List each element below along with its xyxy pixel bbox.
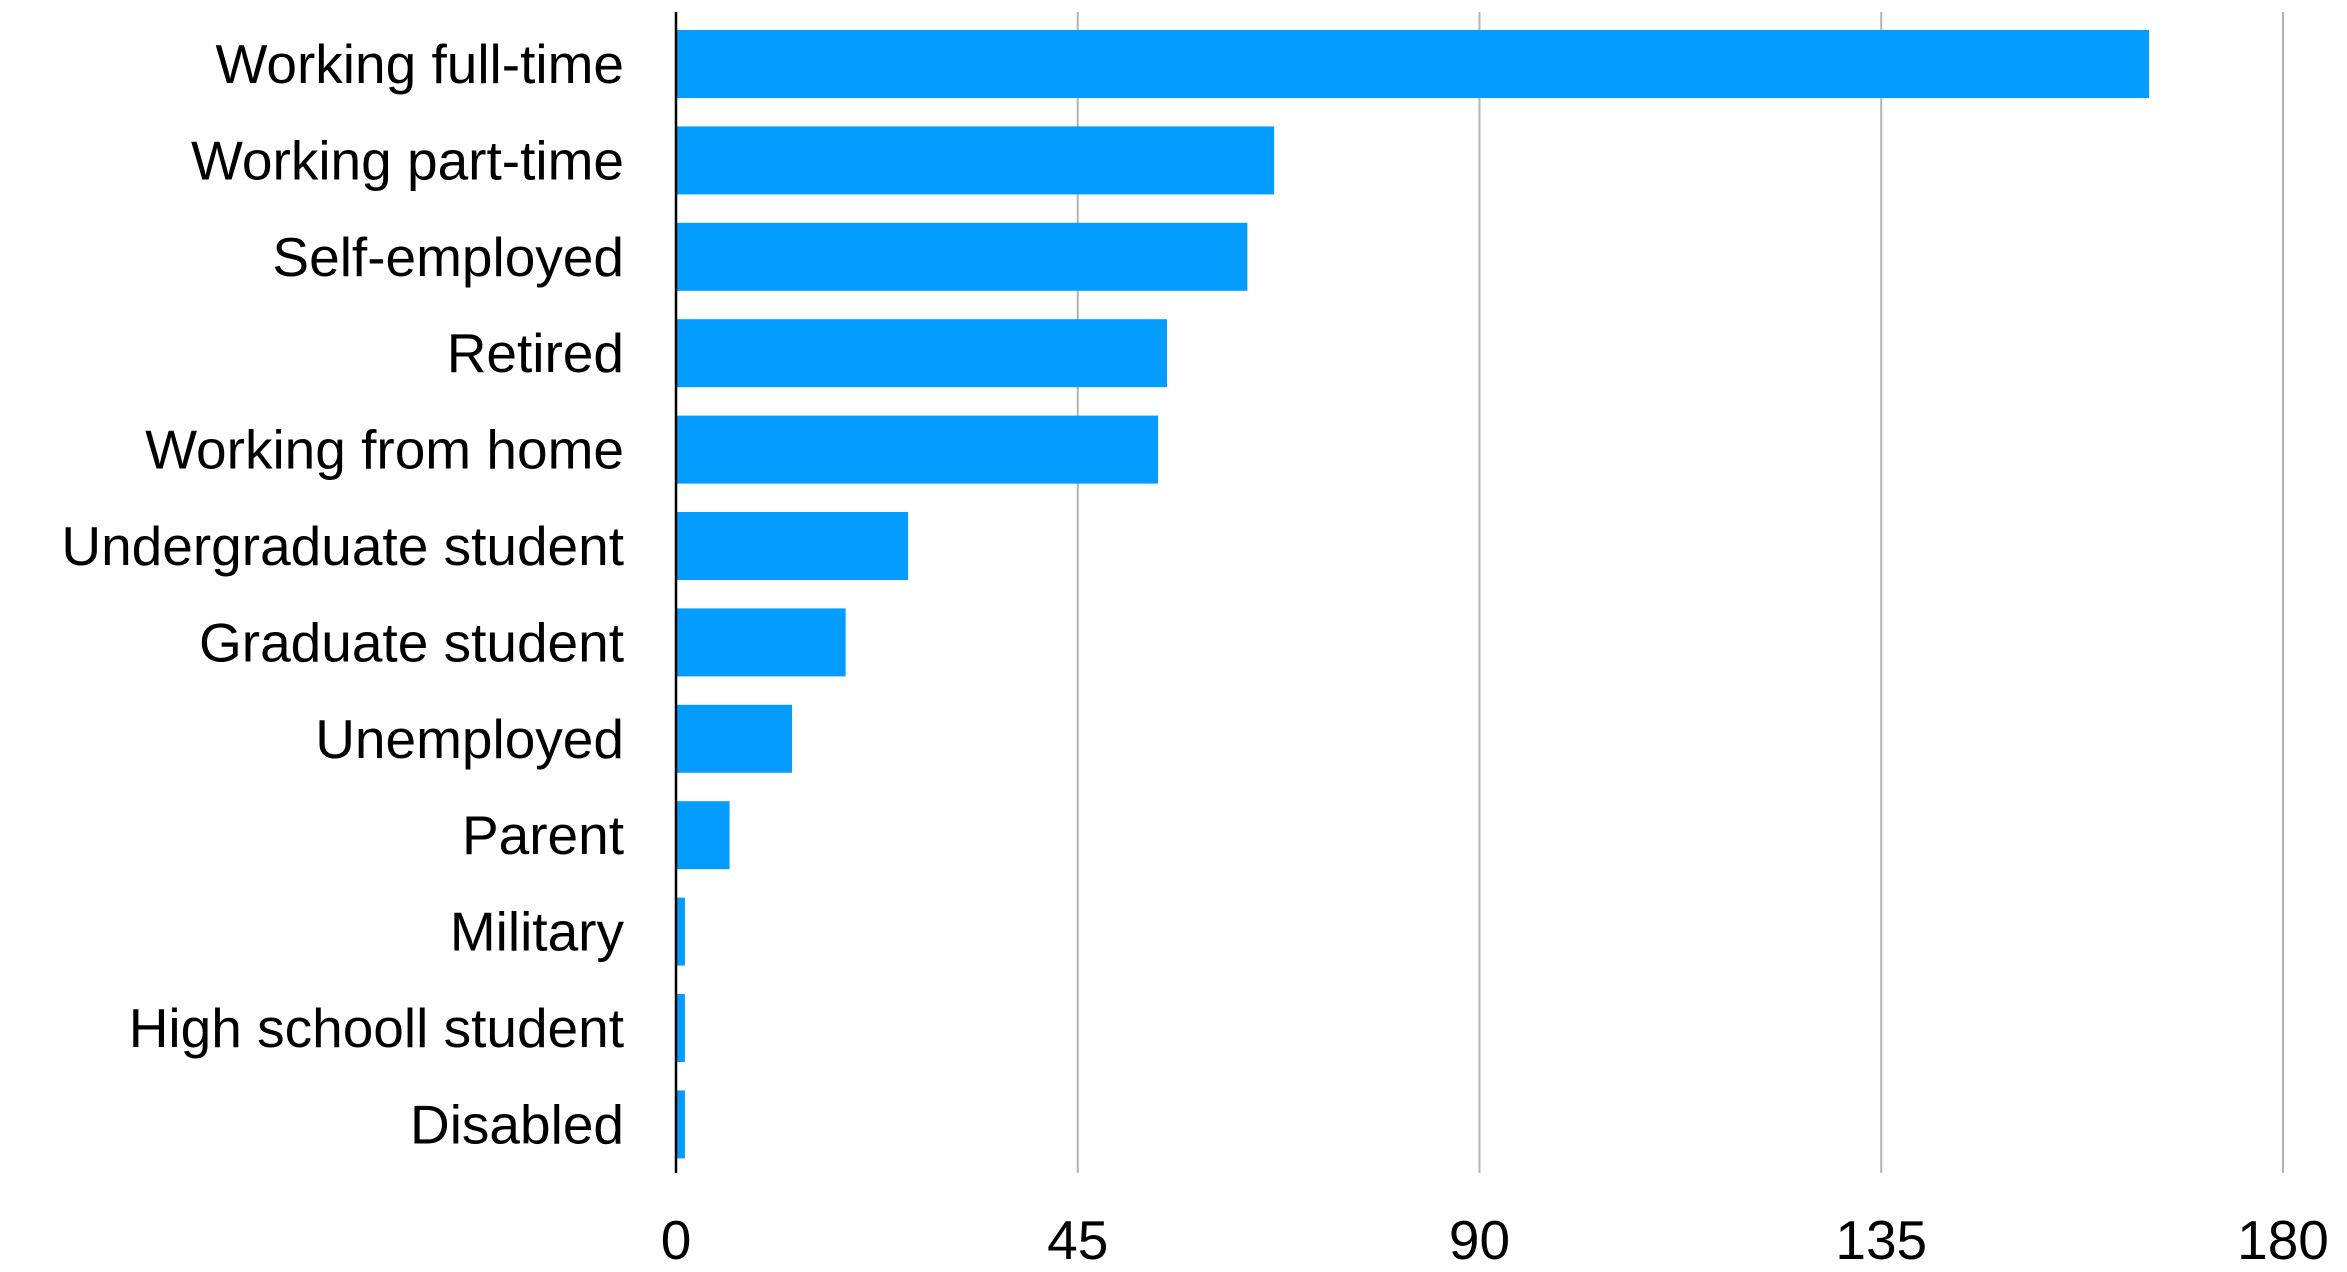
bar-military xyxy=(676,897,685,966)
bar-undergraduate-student xyxy=(676,512,909,580)
bar-self-employed xyxy=(676,222,1248,291)
gridlines xyxy=(1076,12,2284,1173)
bar-working-part-time xyxy=(676,126,1275,195)
x-tick-label-180: 180 xyxy=(2237,1209,2329,1267)
category-label-graduate-student: Graduate student xyxy=(199,611,624,673)
bar-parent xyxy=(676,801,730,870)
bar-disabled xyxy=(676,1090,685,1159)
bars xyxy=(676,30,2150,1159)
category-label-working-from-home: Working from home xyxy=(145,419,624,481)
x-tick-label-90: 90 xyxy=(1449,1209,1510,1267)
category-label-high-schooll-student: High schooll student xyxy=(129,997,624,1059)
category-label-self-employed: Self-employed xyxy=(272,226,624,288)
x-tick-label-0: 0 xyxy=(661,1209,692,1267)
x-tick-labels: 0 45 90 135 180 xyxy=(661,1209,2329,1271)
category-label-unemployed: Unemployed xyxy=(315,708,624,770)
bar-retired xyxy=(676,319,1168,388)
x-tick-label-135: 135 xyxy=(1835,1209,1927,1267)
category-label-working-full-time: Working full-time xyxy=(215,33,624,95)
bar-high-schooll-student xyxy=(676,994,685,1062)
x-tick-label-45: 45 xyxy=(1047,1209,1108,1267)
bar-working-from-home xyxy=(676,415,1159,484)
bar-working-full-time xyxy=(676,30,2150,98)
bar-unemployed xyxy=(676,704,793,773)
category-label-parent: Parent xyxy=(462,804,624,866)
category-label-military: Military xyxy=(450,901,625,963)
category-label-disabled: Disabled xyxy=(410,1093,624,1155)
category-label-working-part-time: Working part-time xyxy=(191,129,624,191)
bar-graduate-student xyxy=(676,608,846,677)
category-label-retired: Retired xyxy=(447,322,624,384)
category-label-undergraduate-student: Undergraduate student xyxy=(61,515,624,577)
category-labels: Working full-time Working part-time Self-e… xyxy=(61,33,624,1155)
